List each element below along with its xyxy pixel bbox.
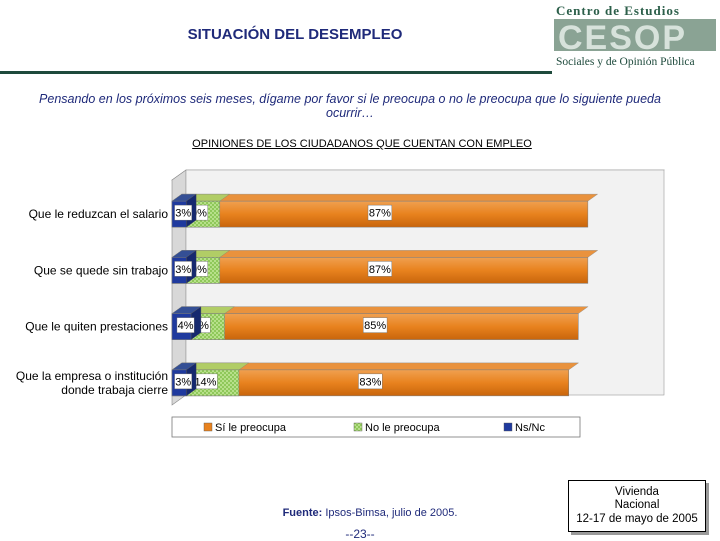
data-label-box xyxy=(174,261,192,277)
data-label-box xyxy=(367,204,393,221)
data-label: 83% xyxy=(359,376,381,388)
cesop-logo: Centro de Estudios CESOP Sociales y de O… xyxy=(554,3,716,68)
category-labels: Que le reduzcan el salario Que se quede s… xyxy=(16,207,168,397)
source-text: Ipsos-Bimsa, julio de 2005. xyxy=(322,507,458,519)
survey-line: Nacional xyxy=(614,499,660,512)
data-label: 14% xyxy=(194,376,216,388)
logo-line1: Centro de Estudios xyxy=(556,3,680,18)
legend-swatch xyxy=(353,422,363,432)
legend-box xyxy=(171,416,581,438)
page-number: --23-- xyxy=(345,527,375,541)
data-label: 85% xyxy=(364,320,386,332)
survey-line: 12-17 de mayo de 2005 xyxy=(576,512,698,525)
stacked-bar-chart: 87%10%3%87%10%3%85%11%4%83%14%3% Que le … xyxy=(16,169,665,438)
chart-legend: Sí le preocupa No le preocupa Ns/Nc xyxy=(171,416,581,438)
data-label-box xyxy=(367,261,393,277)
legend-label: Sí le preocupa xyxy=(215,422,287,434)
chart-subtitle: OPINIONES DE LOS CIUDADANOS QUE CUENTAN … xyxy=(192,138,532,150)
source-note: Fuente: Ipsos-Bimsa, julio de 2005. xyxy=(260,507,480,519)
bar-top-face xyxy=(171,193,599,202)
source-label: Fuente: xyxy=(282,507,323,519)
header-rule xyxy=(0,71,552,74)
question-text: Pensando en los próximos seis meses, díg… xyxy=(39,92,661,120)
logo-line2: Sociales y de Opinión Pública xyxy=(556,56,695,68)
data-label-box xyxy=(358,373,383,390)
legend-swatch xyxy=(503,422,513,432)
logo-big: CESOP xyxy=(558,19,687,57)
page-title: SITUACIÓN DEL DESEMPLEO xyxy=(187,26,403,43)
data-label: 87% xyxy=(369,264,391,276)
bar-top-face xyxy=(171,306,589,314)
category-label: Que la empresa o institución xyxy=(16,369,168,383)
category-label: Que le reduzcan el salario xyxy=(29,207,169,221)
data-label-box xyxy=(176,317,195,333)
legend-label: Ns/Nc xyxy=(515,422,545,434)
data-label: 87% xyxy=(369,208,391,220)
data-label-box xyxy=(363,317,388,333)
data-label-box xyxy=(174,373,192,390)
data-label: 3% xyxy=(175,376,191,388)
data-label-box xyxy=(174,204,192,221)
category-label: Que se quede sin trabajo xyxy=(34,263,168,277)
data-label: 3% xyxy=(175,208,191,220)
category-label: donde trabaja cierre xyxy=(61,383,168,397)
data-label: 3% xyxy=(175,264,191,276)
survey-line: Vivienda xyxy=(615,485,659,498)
bar-top-face xyxy=(171,250,599,258)
bars-layer: 87%10%3%87%10%3%85%11%4%83%14%3% xyxy=(171,193,599,397)
legend-swatch xyxy=(203,422,213,432)
data-label: 4% xyxy=(178,320,194,332)
legend-label: No le preocupa xyxy=(365,422,440,434)
category-label: Que le quiten prestaciones xyxy=(25,320,168,334)
survey-info-box: Vivienda Nacional 12-17 de mayo de 2005 xyxy=(568,480,706,532)
